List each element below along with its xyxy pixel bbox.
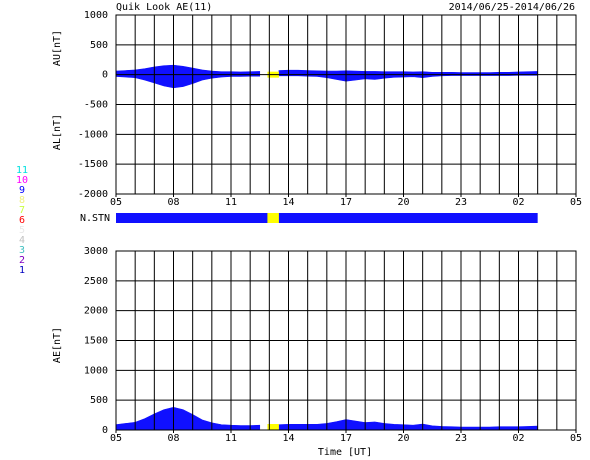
y-tick-label: 0	[102, 70, 108, 81]
x-tick-label: 11	[225, 197, 237, 208]
y-tick-label: 1000	[84, 365, 108, 376]
nstn-bar	[116, 213, 538, 223]
chart-subtitle: 2014/06/25-2014/06/26	[449, 2, 575, 13]
chart-title: Quik Look AE(11)	[116, 2, 212, 13]
station-label: 8	[19, 195, 25, 206]
y-axis-label: AU[nT]	[52, 30, 63, 66]
x-tick-label: 05	[110, 433, 122, 444]
plot-frame	[115, 250, 577, 431]
x-tick-label: 17	[340, 433, 352, 444]
station-label: 3	[19, 245, 25, 256]
missing-interval	[267, 424, 279, 430]
y-tick-label: 3000	[84, 246, 108, 257]
y-tick-label: -1500	[78, 159, 108, 170]
y-axis-label: AE[nT]	[52, 327, 63, 363]
y-tick-label: 1500	[84, 336, 108, 347]
nstn-missing	[267, 213, 279, 223]
y-tick-label: 500	[90, 395, 108, 406]
x-tick-label: 23	[455, 433, 467, 444]
nstn-label: N.STN	[80, 213, 110, 224]
y-tick-label: 500	[90, 40, 108, 51]
station-label: 6	[19, 215, 25, 226]
x-tick-label: 05	[110, 197, 122, 208]
y-tick-label: 1000	[84, 10, 108, 21]
x-tick-label: 08	[167, 433, 179, 444]
station-label: 10	[16, 175, 28, 186]
x-tick-label: 02	[512, 433, 524, 444]
station-label: 4	[19, 235, 25, 246]
x-tick-label: 05	[570, 433, 582, 444]
y-tick-label: -500	[84, 100, 108, 111]
y-tick-label: -2000	[78, 189, 108, 200]
y-tick-label: 0	[102, 425, 108, 436]
y-tick-label: 2500	[84, 276, 108, 287]
station-label: 1	[19, 265, 25, 276]
y-axis-label: AL[nT]	[52, 114, 63, 150]
x-tick-label: 02	[512, 197, 524, 208]
x-tick-label: 20	[397, 433, 409, 444]
y-tick-label: -1000	[78, 129, 108, 140]
x-tick-label: 14	[282, 197, 294, 208]
x-tick-label: 17	[340, 197, 352, 208]
station-label: 9	[19, 185, 25, 196]
y-tick-label: 2000	[84, 306, 108, 317]
station-label: 7	[19, 205, 25, 216]
x-tick-label: 14	[282, 433, 294, 444]
x-tick-label: 08	[167, 197, 179, 208]
station-label: 5	[19, 225, 25, 236]
station-label: 11	[16, 165, 28, 176]
x-axis-label: Time [UT]	[318, 447, 372, 458]
x-tick-label: 05	[570, 197, 582, 208]
plot-frame	[115, 14, 577, 195]
station-label: 2	[19, 255, 25, 266]
x-tick-label: 20	[397, 197, 409, 208]
x-tick-label: 23	[455, 197, 467, 208]
x-tick-label: 11	[225, 433, 237, 444]
